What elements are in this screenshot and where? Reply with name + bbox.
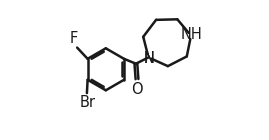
Text: N: N <box>143 51 154 66</box>
Text: N: N <box>143 51 154 66</box>
Text: NH: NH <box>181 27 203 42</box>
Text: Br: Br <box>80 95 95 110</box>
Text: O: O <box>131 82 143 97</box>
Text: F: F <box>70 32 78 46</box>
